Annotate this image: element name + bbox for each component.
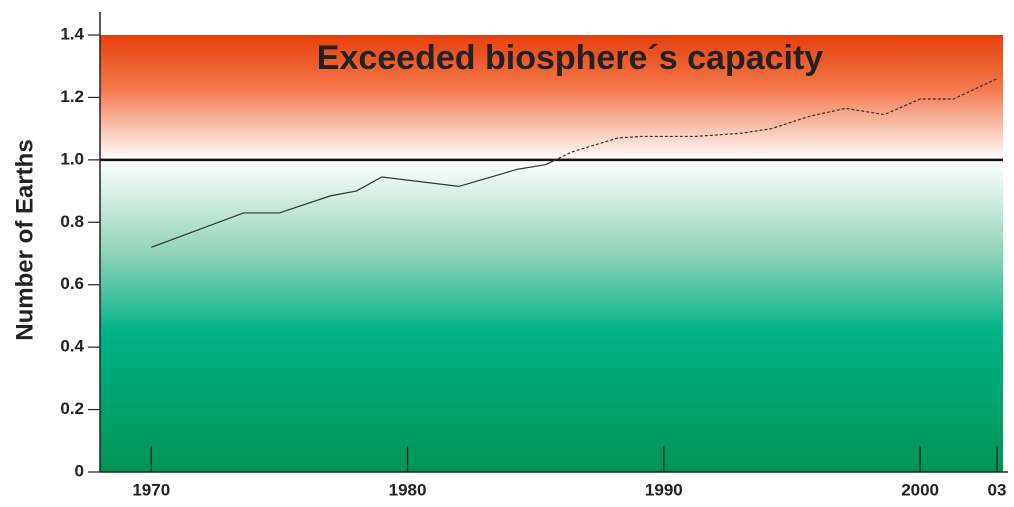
x-tick-label: 1990	[645, 480, 683, 499]
y-tick-label: 1.4	[60, 24, 84, 43]
x-tick-label: 03	[988, 480, 1007, 499]
data-line-dashed	[554, 78, 998, 160]
x-tick-label: 1970	[132, 480, 170, 499]
y-tick-label: 1.0	[60, 149, 84, 168]
y-tick-label: 0.4	[60, 337, 84, 356]
y-tick-label: 0.2	[60, 399, 84, 418]
y-tick-label: 0.6	[60, 274, 84, 293]
x-tick-label: 2000	[901, 480, 939, 499]
annotation: Exceeded biosphere´s capacity	[317, 39, 824, 77]
y-axis-label: Number of Earths	[11, 139, 38, 340]
background-band	[100, 35, 1003, 472]
y-tick-label: 0.8	[60, 212, 84, 231]
y-tick-label: 1.2	[60, 87, 84, 106]
x-tick-label: 1980	[389, 480, 427, 499]
data-line	[151, 159, 557, 248]
y-tick-label: 0	[75, 461, 84, 480]
